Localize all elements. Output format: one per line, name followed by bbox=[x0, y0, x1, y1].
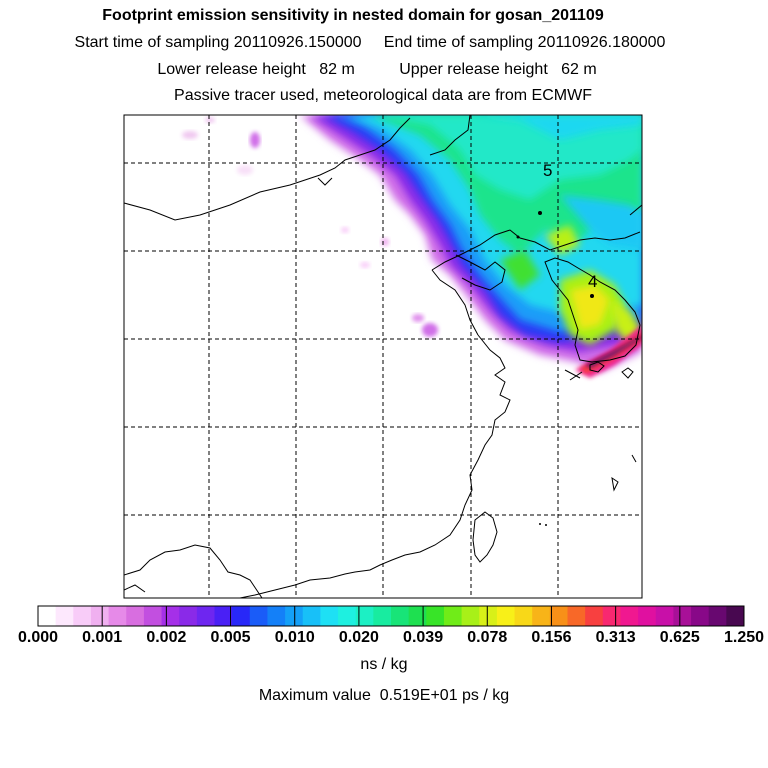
colorbar-cell bbox=[179, 606, 198, 626]
colorbar-tick-label: 0.002 bbox=[146, 629, 187, 646]
map-frame bbox=[123, 114, 643, 599]
colorbar-units: ns / kg bbox=[360, 656, 408, 673]
colorbar-cell bbox=[373, 606, 392, 626]
colorbar-cell bbox=[391, 606, 410, 626]
colorbar-cell bbox=[90, 606, 110, 626]
plot-title: Footprint emission sensitivity in nested… bbox=[102, 7, 604, 24]
colorbar-tick-label: 0.001 bbox=[82, 629, 123, 646]
colorbar-cell bbox=[285, 606, 304, 626]
colorbar-cell bbox=[549, 606, 568, 626]
coastlines bbox=[124, 115, 642, 598]
colorbar-cell bbox=[55, 606, 74, 626]
colorbar-cell bbox=[108, 606, 127, 626]
tracer-note: Passive tracer used, meteorological data… bbox=[174, 87, 592, 104]
colorbar-cell bbox=[196, 606, 215, 626]
colorbar-tick-label: 0.313 bbox=[595, 629, 636, 646]
colorbar-cell bbox=[267, 606, 286, 626]
sampling-times: Start time of sampling 20110926.150000 E… bbox=[74, 34, 666, 51]
colorbar-cell bbox=[496, 606, 516, 626]
colorbar-tick-label: 0.020 bbox=[338, 629, 379, 646]
colorbar-cell bbox=[602, 606, 621, 626]
colorbar-tick-label: 0.039 bbox=[403, 629, 444, 646]
colorbar-tick-label: 0.010 bbox=[274, 629, 315, 646]
colorbar-cell bbox=[355, 606, 374, 626]
colorbar-cell bbox=[620, 606, 639, 626]
release-heights: Lower release height 82 m Upper release … bbox=[157, 61, 597, 78]
colorbar-cell bbox=[691, 606, 710, 626]
colorbar-cell bbox=[249, 606, 268, 626]
colorbar-cell bbox=[161, 606, 180, 626]
colorbar-cell bbox=[320, 606, 339, 626]
colorbar-cell bbox=[514, 606, 533, 626]
colorbar-cell bbox=[638, 606, 657, 626]
colorbar-tick-label: 0.078 bbox=[467, 629, 508, 646]
colorbar-tick-label: 1.250 bbox=[723, 629, 765, 646]
colorbar-cell bbox=[708, 606, 727, 626]
city-markers bbox=[516, 211, 594, 526]
colorbar-cell bbox=[461, 606, 480, 626]
colorbar-cell bbox=[38, 606, 57, 626]
colorbar-cell bbox=[214, 606, 233, 626]
maximum-value: Maximum value 0.519E+01 ps / kg bbox=[258, 687, 510, 704]
colorbar-cell bbox=[232, 606, 251, 626]
colorbar-tick-label: 0.000 bbox=[17, 629, 59, 646]
colorbar-cell bbox=[567, 606, 586, 626]
colorbar-cell bbox=[655, 606, 674, 626]
colorbar-cell bbox=[126, 606, 145, 626]
colorbar-tick-label: 0.156 bbox=[531, 629, 572, 646]
region-label-4: 4 bbox=[588, 272, 597, 291]
colorbar-cell bbox=[73, 606, 92, 626]
colorbar-cell bbox=[585, 606, 604, 626]
colorbar-cell bbox=[338, 606, 357, 626]
colorbar-frame bbox=[37, 605, 745, 627]
colorbar-cell bbox=[673, 606, 692, 626]
colorbar-cell bbox=[479, 606, 498, 626]
colorbar-tick-label: 0.625 bbox=[659, 629, 700, 646]
colorbar-cell bbox=[726, 606, 745, 626]
colorbar-cell bbox=[143, 606, 163, 626]
region-label-5: 5 bbox=[543, 161, 552, 180]
colorbar-cell bbox=[302, 606, 321, 626]
graticule bbox=[124, 115, 642, 598]
colorbar-cell bbox=[426, 606, 445, 626]
colorbar-cell bbox=[408, 606, 427, 626]
colorbar-cell bbox=[532, 606, 551, 626]
colorbar-cell bbox=[443, 606, 463, 626]
colorbar-tick-label: 0.005 bbox=[210, 629, 251, 646]
